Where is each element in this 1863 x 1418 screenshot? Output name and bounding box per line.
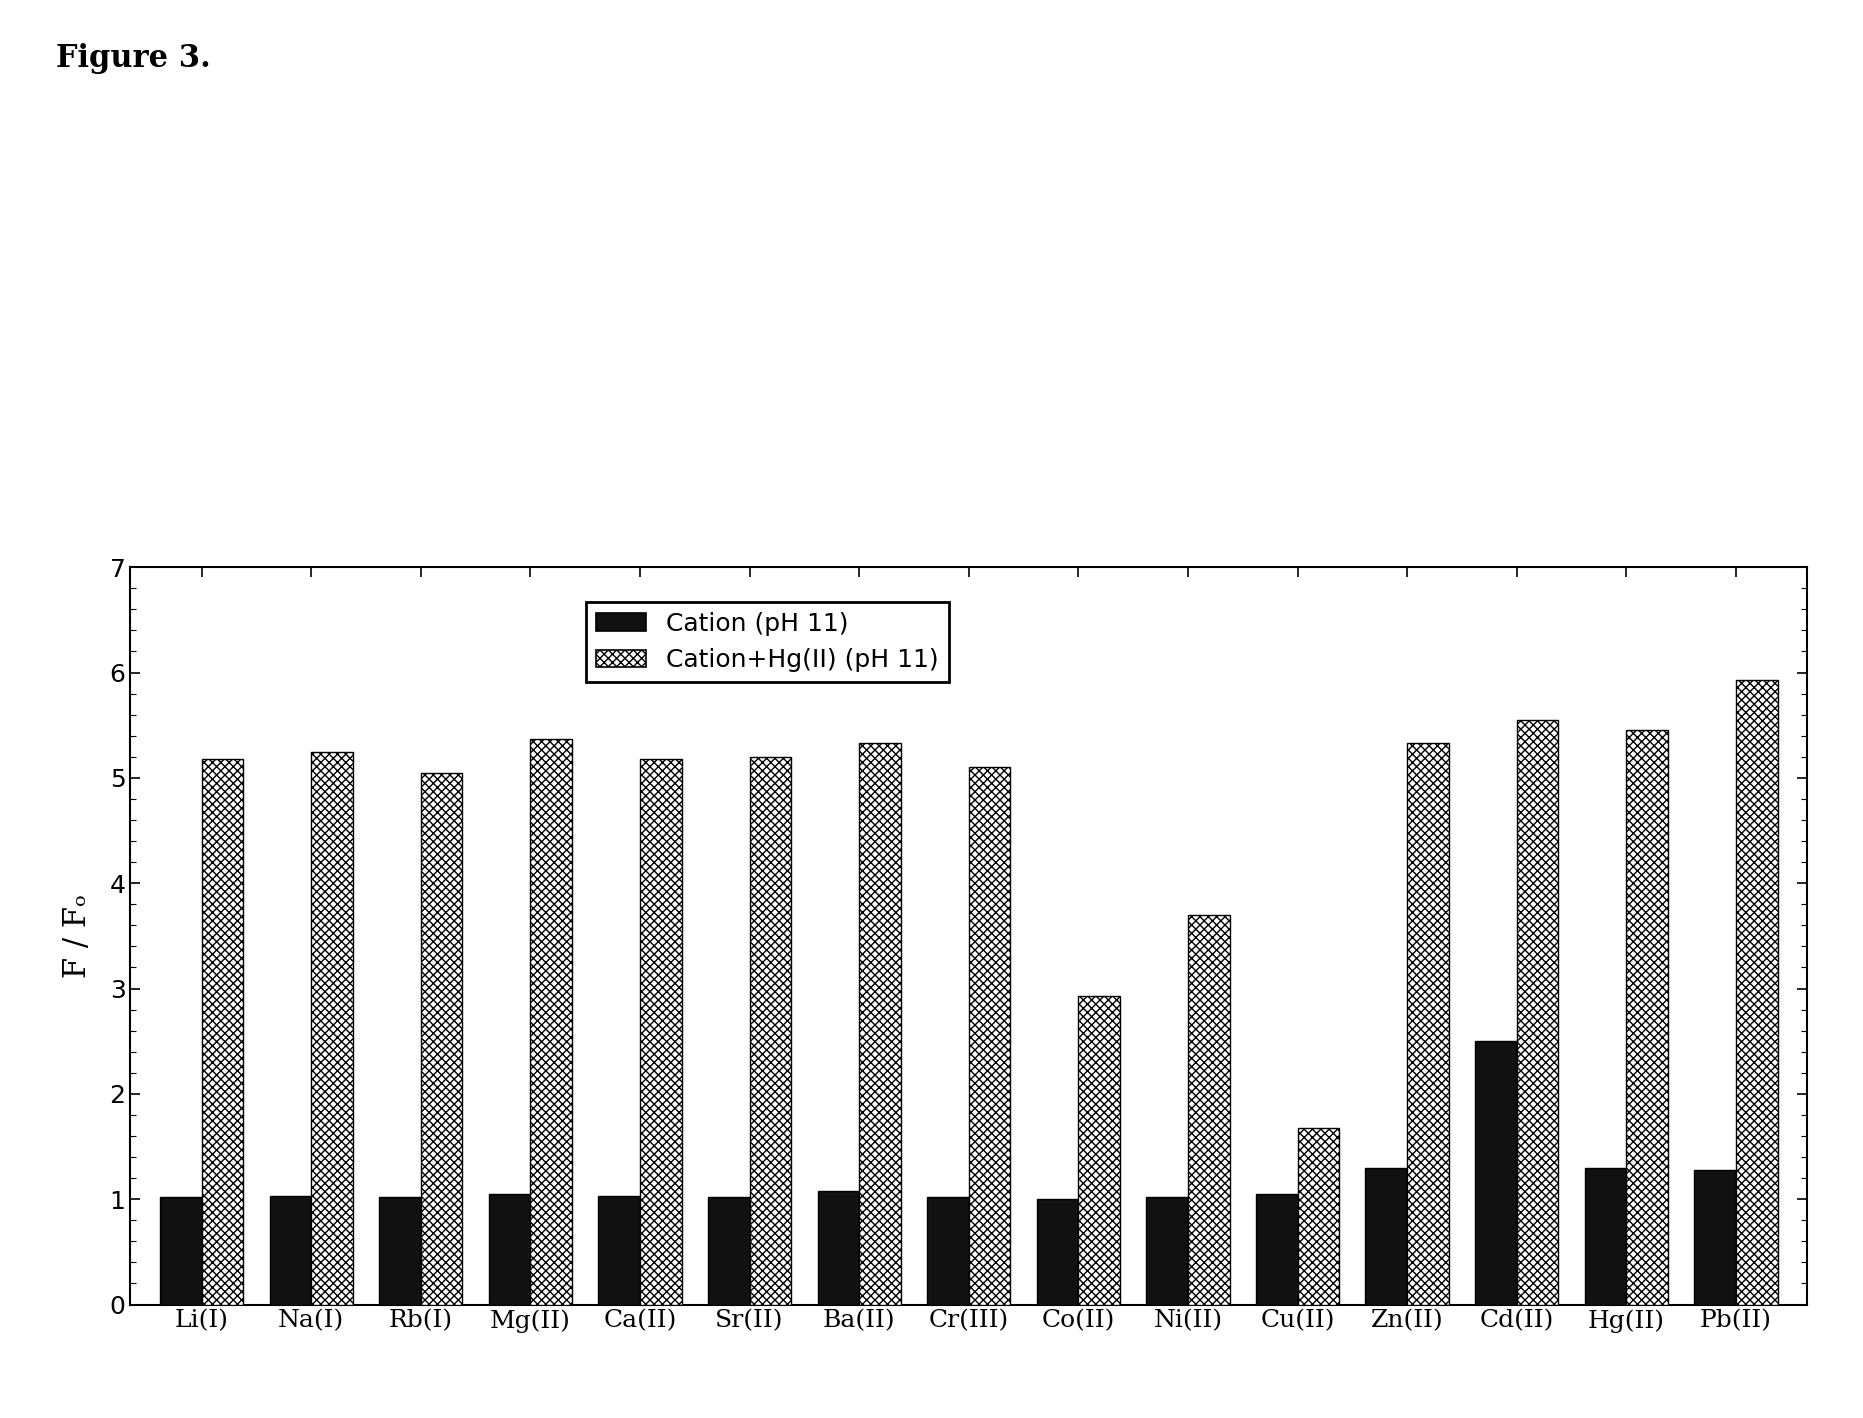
Bar bbox=[969, 767, 1010, 1305]
Bar bbox=[1366, 1167, 1407, 1305]
Bar bbox=[1736, 679, 1777, 1305]
Bar bbox=[1585, 1167, 1626, 1305]
Bar bbox=[270, 1195, 311, 1305]
Bar bbox=[1407, 743, 1449, 1305]
Bar bbox=[928, 1197, 969, 1305]
Bar bbox=[1079, 995, 1120, 1305]
Bar bbox=[380, 1197, 421, 1305]
Bar bbox=[598, 1195, 641, 1305]
Bar bbox=[859, 743, 902, 1305]
Bar bbox=[1626, 730, 1667, 1305]
Legend: Cation (pH 11), Cation+Hg(II) (pH 11): Cation (pH 11), Cation+Hg(II) (pH 11) bbox=[587, 601, 948, 682]
Bar bbox=[421, 773, 462, 1305]
Bar bbox=[818, 1191, 859, 1305]
Bar bbox=[160, 1197, 201, 1305]
Bar bbox=[1297, 1127, 1339, 1305]
Text: Figure 3.: Figure 3. bbox=[56, 43, 211, 74]
Bar bbox=[1475, 1041, 1516, 1305]
Bar bbox=[641, 759, 682, 1305]
Y-axis label: F / Fₒ: F / Fₒ bbox=[61, 893, 93, 978]
Bar bbox=[1146, 1197, 1189, 1305]
Bar bbox=[708, 1197, 749, 1305]
Bar bbox=[531, 739, 572, 1305]
Bar bbox=[1256, 1194, 1297, 1305]
Bar bbox=[749, 757, 792, 1305]
Bar bbox=[311, 752, 352, 1305]
Bar bbox=[1516, 720, 1557, 1305]
Bar bbox=[1036, 1200, 1079, 1305]
Bar bbox=[201, 759, 244, 1305]
Bar bbox=[1693, 1170, 1736, 1305]
Bar bbox=[488, 1194, 531, 1305]
Bar bbox=[1189, 915, 1230, 1305]
